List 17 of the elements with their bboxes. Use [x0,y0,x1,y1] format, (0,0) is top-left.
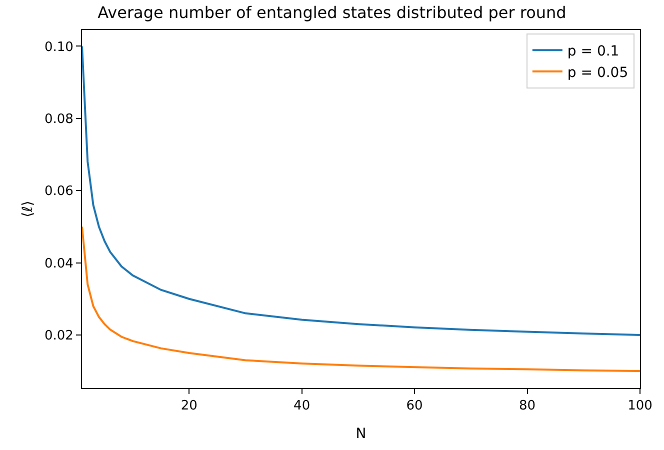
chart-title: Average number of entangled states distributed per round [98,2,566,22]
x-tick-label: 80 [518,398,536,414]
y-tick-label: 0.06 [44,184,74,200]
x-tick-label: 100 [628,398,652,414]
x-tick-label: 60 [406,398,423,414]
y-tick-label: 0.08 [44,112,74,127]
y-tick-label: 0.02 [44,328,74,344]
x-axis-title: N [356,426,366,442]
y-tick-label: 0.04 [44,256,74,272]
line-series [82,45,640,336]
y-tick-label: 0.10 [44,40,74,55]
legend-label: p = 0.1 [567,44,620,60]
x-tick-label: 20 [180,398,198,414]
legend-label: p = 0.05 [567,64,628,81]
x-tick-label: 40 [294,398,310,414]
line-series [82,226,640,372]
y-axis-title: ⟨ℓ⟩ [20,200,36,218]
